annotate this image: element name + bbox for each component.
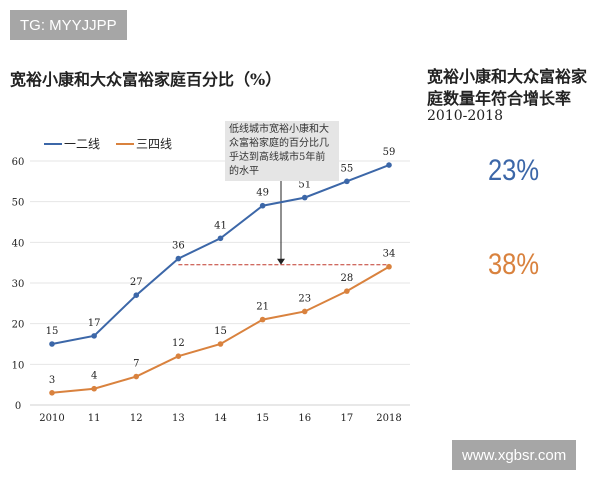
growth-rate-tier34: 38% [488, 248, 540, 281]
watermark-bottom: www.xgbsr.com [452, 440, 577, 470]
x-tick-label: 2010 [39, 413, 64, 424]
annotation-box: 低线城市宽裕小康和大众富裕家庭的百分比几乎达到高线城市5年前的水平 [225, 121, 339, 181]
data-point [301, 308, 308, 315]
arrow-head-icon [277, 258, 285, 265]
data-label: 15 [214, 326, 227, 337]
data-point [91, 385, 97, 392]
x-tick-label: 11 [88, 413, 101, 424]
y-tick-label: 60 [12, 157, 25, 168]
growth-rate-tier12: 23% [488, 154, 540, 187]
data-point [344, 288, 350, 294]
y-tick-label: 50 [12, 198, 25, 209]
legend-label: 一二线 [64, 137, 101, 151]
data-label: 28 [341, 273, 354, 284]
growth-period: 2010-2018 [427, 108, 503, 124]
data-point [175, 353, 182, 360]
data-label: 12 [172, 338, 185, 349]
data-point [386, 162, 392, 168]
data-label: 34 [383, 249, 396, 260]
data-label: 15 [46, 326, 59, 337]
data-point [344, 178, 350, 185]
y-tick-label: 40 [12, 238, 25, 249]
data-label: 51 [298, 180, 311, 191]
data-point [259, 316, 266, 323]
data-label: 23 [298, 293, 311, 304]
x-tick-label: 13 [172, 413, 185, 424]
data-point [259, 202, 266, 209]
data-label: 27 [130, 277, 143, 288]
data-label: 4 [91, 371, 97, 382]
legend-item-tier12: 一二线 [44, 135, 100, 152]
data-label: 3 [49, 375, 55, 386]
x-tick-label: 15 [256, 413, 269, 424]
y-tick-label: 20 [12, 320, 25, 331]
series-line [51, 164, 390, 345]
x-tick-label: 2018 [376, 413, 401, 424]
data-point [217, 235, 224, 242]
x-tick-label: 16 [298, 413, 311, 424]
data-label: 49 [256, 188, 269, 199]
data-point [49, 390, 55, 396]
data-label: 36 [172, 241, 185, 252]
data-label: 21 [256, 302, 269, 313]
legend-item-tier34: 三四线 [116, 135, 172, 152]
x-tick-label: 12 [130, 413, 143, 424]
data-point [175, 255, 182, 262]
data-point [133, 292, 140, 299]
y-tick-label: 0 [15, 401, 21, 412]
data-point [386, 263, 392, 270]
data-point [91, 333, 97, 339]
data-label: 7 [133, 359, 139, 370]
data-label: 41 [214, 220, 227, 231]
chart-title: 宽裕小康和大众富裕家庭百分比（%） [10, 70, 282, 89]
y-tick-label: 30 [12, 279, 25, 290]
x-tick-label: 14 [214, 413, 227, 424]
data-point [301, 194, 308, 201]
growth-title: 宽裕小康和大众富裕家庭数量年符合增长率 [427, 67, 588, 108]
data-point [217, 341, 224, 347]
data-label: 17 [88, 318, 101, 329]
data-point [133, 373, 140, 380]
x-tick-label: 17 [341, 413, 354, 424]
legend-label: 三四线 [136, 137, 173, 151]
data-label: 59 [383, 147, 396, 158]
watermark-top: TG: MYYJJPP [10, 10, 127, 40]
data-label: 55 [341, 163, 354, 174]
data-point [49, 341, 55, 347]
y-tick-label: 10 [12, 360, 25, 371]
